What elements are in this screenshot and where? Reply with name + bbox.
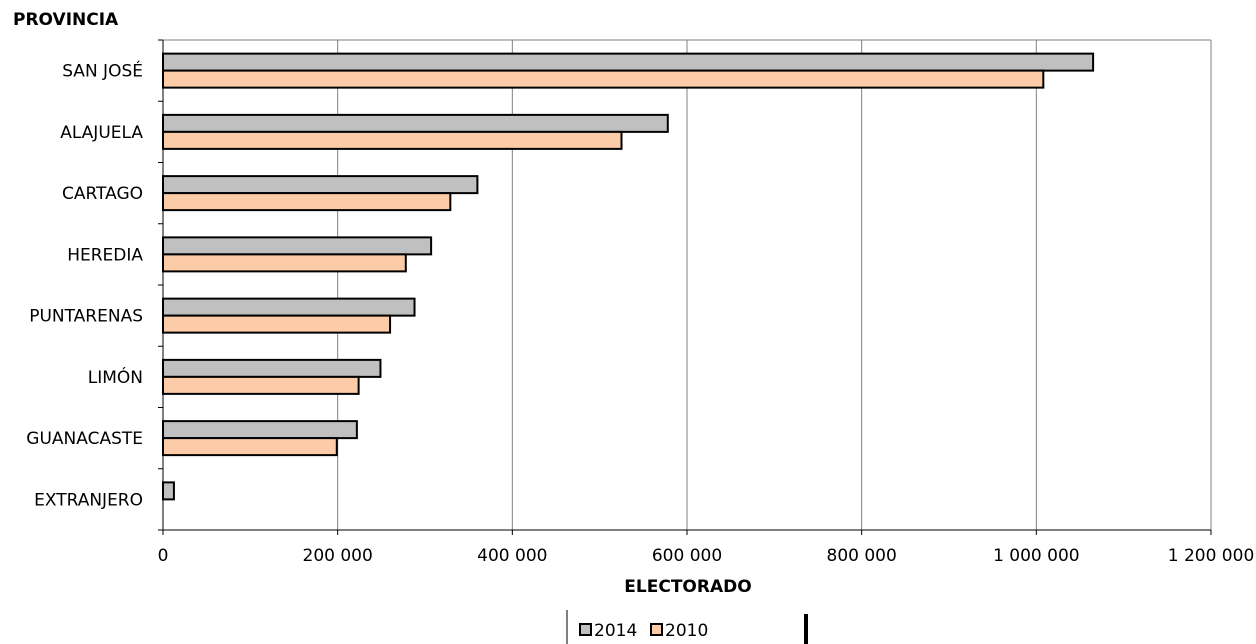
x-tick-label: 1 000 000 [993,546,1080,566]
bar-2010 [162,130,623,150]
legend-right-marker [804,614,808,644]
bar-2014 [162,52,1095,72]
bar-2014 [162,113,669,133]
legend: 2014 2010 [566,610,808,644]
category-label: LIMÓN [88,366,143,388]
bar-2010 [162,69,1045,89]
bar-2010 [162,192,452,212]
legend-swatch-2010 [650,623,663,636]
bar-2010 [162,375,360,395]
legend-label-2010: 2010 [665,621,708,641]
category-label: ALAJUELA [60,123,143,143]
x-tick-label: 800 000 [827,546,897,566]
bar-2014 [162,481,175,501]
category-label: CARTAGO [62,184,143,204]
axes [158,39,1212,535]
bar-2014 [162,358,382,378]
x-tick-label: 200 000 [303,546,373,566]
x-axis-title: ELECTORADO [624,577,751,597]
category-label: SAN JOSÉ [62,60,143,82]
x-tick-label: 400 000 [477,546,547,566]
x-tick-label: 600 000 [652,546,722,566]
bar-2010 [162,437,338,457]
bars [162,52,1095,501]
legend-label-2014: 2014 [594,621,637,641]
x-tick-label: 0 [158,546,169,566]
bar-2010 [162,314,392,334]
category-label: HEREDIA [67,245,143,265]
category-label: EXTRANJERO [34,490,143,510]
x-tick-label: 1 200 000 [1168,546,1255,566]
legend-swatch-2014 [579,623,592,636]
category-labels: SAN JOSÉ ALAJUELA CARTAGO HEREDIA PUNTARENAS… [26,60,143,511]
category-label: GUANACASTE [26,429,143,449]
bar-2014 [162,297,416,317]
category-label: PUNTARENAS [29,307,143,327]
gridlines [163,39,1212,530]
y-axis-title: PROVINCIA [13,10,119,30]
x-tick-labels: 0 200 000 400 000 600 000 800 000 1 000 000 1 … [158,546,1255,566]
bar-2010 [162,253,407,273]
bar-2014 [162,236,433,256]
bar-2014 [162,175,479,195]
bar-2014 [162,420,358,440]
